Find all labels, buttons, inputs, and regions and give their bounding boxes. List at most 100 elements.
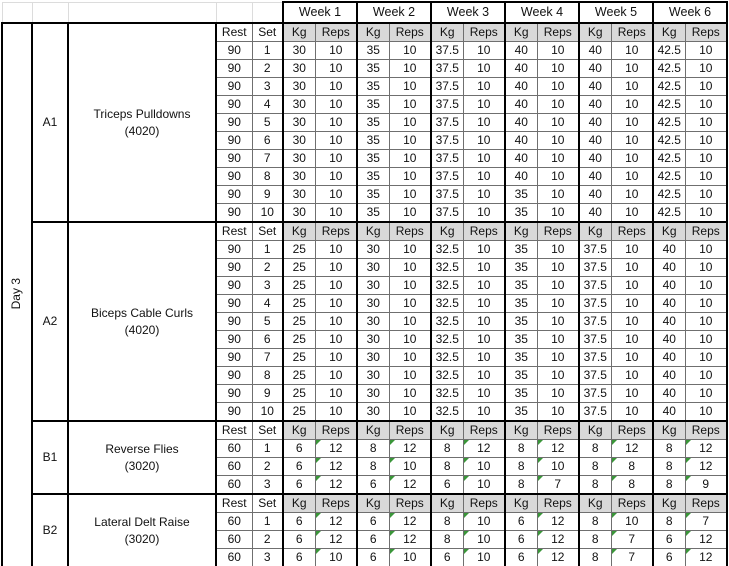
reps-cell[interactable]: 10 — [462, 185, 506, 204]
empty-rest-cell[interactable] — [215, 1, 253, 24]
reps-header-cell[interactable]: Reps — [684, 22, 728, 42]
rest-cell[interactable]: 90 — [215, 149, 253, 168]
kg-cell[interactable]: 6 — [356, 548, 390, 566]
reps-cell[interactable]: 10 — [462, 258, 506, 277]
set-cell[interactable]: 7 — [251, 149, 284, 168]
kg-cell[interactable]: 35 — [356, 41, 390, 60]
kg-cell[interactable]: 40 — [578, 95, 612, 114]
kg-cell[interactable]: 8 — [504, 475, 538, 495]
rest-cell[interactable]: 90 — [215, 384, 253, 403]
reps-cell[interactable]: 10 — [610, 185, 654, 204]
kg-cell[interactable]: 30 — [282, 203, 316, 223]
kg-cell[interactable]: 30 — [282, 149, 316, 168]
reps-cell[interactable]: 10 — [462, 366, 506, 385]
set-header-cell[interactable]: Set — [251, 420, 284, 440]
kg-cell[interactable]: 42.5 — [652, 59, 686, 78]
kg-cell[interactable]: 32.5 — [430, 276, 464, 295]
kg-cell[interactable]: 37.5 — [578, 312, 612, 331]
reps-header-cell[interactable]: Reps — [314, 420, 358, 440]
set-cell[interactable]: 3 — [251, 548, 284, 566]
reps-cell[interactable]: 10 — [314, 95, 358, 114]
reps-cell[interactable]: 12 — [314, 512, 358, 531]
reps-cell[interactable]: 10 — [684, 330, 728, 349]
kg-cell[interactable]: 40 — [578, 185, 612, 204]
set-header-cell[interactable]: Set — [251, 22, 284, 42]
reps-cell[interactable]: 10 — [684, 258, 728, 277]
kg-cell[interactable]: 30 — [356, 240, 390, 259]
reps-cell[interactable]: 10 — [462, 131, 506, 150]
reps-cell[interactable]: 10 — [536, 59, 580, 78]
kg-cell[interactable]: 40 — [652, 330, 686, 349]
reps-cell[interactable]: 10 — [610, 276, 654, 295]
set-cell[interactable]: 1 — [251, 240, 284, 259]
kg-cell[interactable]: 32.5 — [430, 330, 464, 349]
rest-cell[interactable]: 90 — [215, 402, 253, 422]
reps-header-cell[interactable]: Reps — [462, 221, 506, 241]
kg-cell[interactable]: 40 — [504, 41, 538, 60]
kg-cell[interactable]: 30 — [356, 348, 390, 367]
exercise-id-cell[interactable]: B2 — [31, 493, 69, 566]
kg-cell[interactable]: 40 — [652, 312, 686, 331]
reps-cell[interactable]: 10 — [684, 203, 728, 223]
kg-cell[interactable]: 37.5 — [430, 77, 464, 96]
exercise-name-cell[interactable]: Lateral Delt Raise (3020) — [67, 493, 217, 566]
kg-cell[interactable]: 35 — [504, 366, 538, 385]
kg-cell[interactable]: 42.5 — [652, 149, 686, 168]
reps-cell[interactable]: 10 — [536, 402, 580, 422]
reps-cell[interactable]: 10 — [388, 41, 432, 60]
rest-cell[interactable]: 60 — [215, 475, 253, 495]
set-cell[interactable]: 3 — [251, 77, 284, 96]
empty-day-cell[interactable] — [1, 1, 33, 24]
kg-header-cell[interactable]: Kg — [356, 221, 390, 241]
set-cell[interactable]: 9 — [251, 185, 284, 204]
kg-cell[interactable]: 40 — [652, 276, 686, 295]
reps-cell[interactable]: 12 — [536, 530, 580, 549]
kg-cell[interactable]: 8 — [652, 512, 686, 531]
kg-cell[interactable]: 8 — [652, 475, 686, 495]
reps-cell[interactable]: 10 — [610, 59, 654, 78]
reps-cell[interactable]: 10 — [684, 113, 728, 132]
kg-cell[interactable]: 35 — [356, 131, 390, 150]
reps-header-cell[interactable]: Reps — [462, 22, 506, 42]
reps-cell[interactable]: 10 — [388, 402, 432, 422]
kg-cell[interactable]: 32.5 — [430, 258, 464, 277]
kg-cell[interactable]: 40 — [652, 384, 686, 403]
reps-cell[interactable]: 10 — [536, 185, 580, 204]
kg-cell[interactable]: 8 — [578, 475, 612, 495]
rest-cell[interactable]: 90 — [215, 185, 253, 204]
empty-set-cell[interactable] — [251, 1, 284, 24]
week-header[interactable]: Week 1 — [282, 1, 358, 24]
rest-cell[interactable]: 90 — [215, 131, 253, 150]
set-cell[interactable]: 4 — [251, 95, 284, 114]
kg-cell[interactable]: 40 — [652, 366, 686, 385]
week-header[interactable]: Week 2 — [356, 1, 432, 24]
reps-header-cell[interactable]: Reps — [536, 420, 580, 440]
kg-cell[interactable]: 25 — [282, 294, 316, 313]
kg-cell[interactable]: 6 — [282, 439, 316, 458]
kg-cell[interactable]: 6 — [504, 530, 538, 549]
kg-cell[interactable]: 6 — [356, 530, 390, 549]
rest-cell[interactable]: 60 — [215, 512, 253, 531]
reps-cell[interactable]: 10 — [610, 95, 654, 114]
kg-cell[interactable]: 37.5 — [430, 203, 464, 223]
reps-header-cell[interactable]: Reps — [536, 493, 580, 513]
empty-name-cell[interactable] — [67, 1, 217, 24]
reps-cell[interactable]: 10 — [388, 258, 432, 277]
reps-cell[interactable]: 10 — [314, 41, 358, 60]
rest-cell[interactable]: 90 — [215, 203, 253, 223]
kg-cell[interactable]: 6 — [652, 530, 686, 549]
reps-cell[interactable]: 10 — [388, 77, 432, 96]
reps-header-cell[interactable]: Reps — [314, 22, 358, 42]
rest-cell[interactable]: 90 — [215, 258, 253, 277]
reps-header-cell[interactable]: Reps — [388, 221, 432, 241]
rest-cell[interactable]: 60 — [215, 457, 253, 476]
kg-header-cell[interactable]: Kg — [578, 221, 612, 241]
rest-header-cell[interactable]: Rest — [215, 420, 253, 440]
kg-header-cell[interactable]: Kg — [652, 420, 686, 440]
kg-cell[interactable]: 25 — [282, 348, 316, 367]
empty-id-cell[interactable] — [31, 1, 69, 24]
kg-cell[interactable]: 40 — [578, 113, 612, 132]
reps-cell[interactable]: 12 — [610, 439, 654, 458]
reps-cell[interactable]: 10 — [684, 402, 728, 422]
kg-cell[interactable]: 8 — [578, 439, 612, 458]
